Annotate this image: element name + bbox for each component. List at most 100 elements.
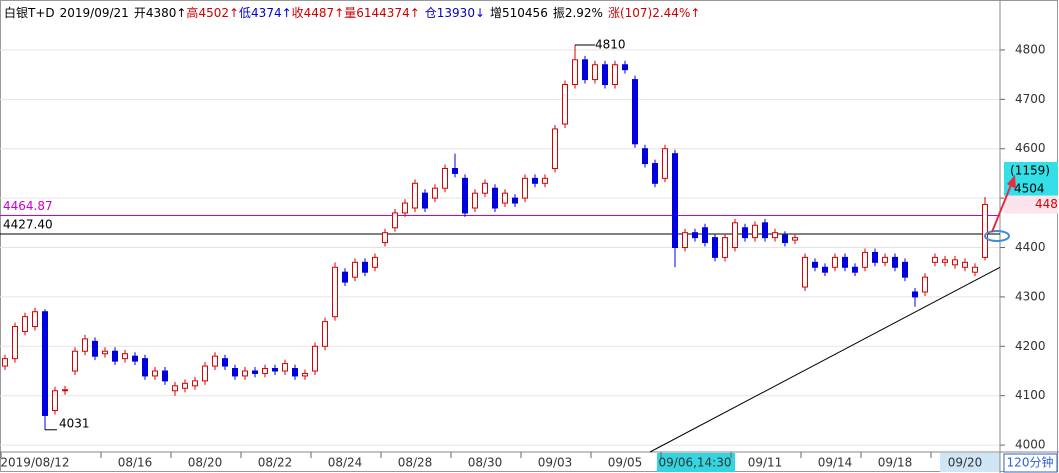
period-label: 120分钟 — [1007, 455, 1054, 470]
x-tick-label: 09/11 — [748, 456, 783, 470]
header-item: 4487↑ — [304, 6, 345, 20]
candle-body — [352, 261, 358, 278]
candle-body — [492, 187, 498, 209]
x-tick-label: 09/03 — [538, 456, 573, 470]
y-tick-label: 4400 — [1015, 240, 1046, 254]
candle-body — [802, 256, 808, 288]
candle-body — [822, 266, 828, 273]
x-tick-label: 09/18 — [878, 456, 913, 470]
header-item: 4374↑ — [251, 6, 292, 20]
candle-body — [232, 368, 238, 377]
candle-body — [252, 370, 258, 374]
cursor-label: (1159) — [1010, 164, 1050, 178]
candle-body — [462, 177, 468, 214]
cursor-date-box — [657, 453, 735, 472]
header-item: 白银T+D — [4, 5, 55, 20]
candle-body — [642, 148, 648, 165]
candle-body — [172, 385, 178, 392]
candle-body — [512, 197, 518, 204]
highlight-ellipse — [984, 230, 1010, 242]
candle-body — [762, 222, 768, 239]
cursor-price: 4504 — [1014, 182, 1045, 196]
candle-body — [812, 261, 818, 268]
candle-body — [52, 390, 58, 412]
candle-body — [432, 187, 438, 199]
candle-body — [632, 79, 638, 145]
max-label: 4810 — [595, 37, 626, 51]
candle-body — [832, 256, 838, 268]
header-item: 振2.92% — [553, 6, 603, 20]
candle-body — [242, 370, 248, 377]
candle-body — [282, 363, 288, 372]
candle-body — [702, 227, 708, 244]
candle-body — [192, 380, 198, 387]
header-item: 13930↓ — [437, 6, 485, 20]
candle-body — [452, 167, 458, 174]
axis-highlight — [940, 453, 1000, 472]
candle-body — [582, 59, 588, 81]
candle-body — [112, 350, 118, 362]
candle-body — [342, 271, 348, 283]
header-item: 低 — [239, 6, 251, 20]
candle-body — [572, 59, 578, 86]
candle-body — [442, 167, 448, 189]
y-tick-label: 4600 — [1015, 141, 1046, 155]
header-item: 收 — [292, 6, 304, 20]
header-item: 6144374↑ — [356, 6, 420, 20]
candle-body — [682, 232, 688, 249]
y-tick-label: 4800 — [1015, 42, 1046, 56]
candle-body — [362, 261, 368, 273]
reference-label: 4464.87 — [3, 199, 53, 213]
candle-body — [942, 259, 948, 263]
candle-body — [972, 266, 978, 273]
x-tick-label: 08/20 — [188, 456, 223, 470]
trend-line — [649, 266, 1001, 453]
x-tick-label: 08/16 — [118, 456, 153, 470]
header-item: 4380↑ — [146, 6, 187, 20]
candle-body — [712, 237, 718, 258]
min-label: 4031 — [59, 416, 90, 430]
candle-body — [392, 212, 398, 229]
y-tick-label: 4300 — [1015, 289, 1046, 303]
last-price: 4487 — [1035, 197, 1059, 211]
candle-body — [882, 256, 888, 263]
header-item: 高 — [186, 5, 198, 20]
candle-body — [472, 192, 478, 209]
candle-body — [962, 261, 968, 268]
candle-body — [32, 311, 38, 328]
candle-body — [932, 256, 938, 263]
candle-body — [862, 251, 868, 268]
candle-body — [42, 311, 48, 416]
candle-body — [2, 358, 8, 367]
candle-body — [672, 153, 678, 249]
candle-body — [202, 365, 208, 382]
candle-body — [532, 177, 538, 184]
candle-body — [62, 389, 68, 392]
candle-body — [622, 64, 628, 71]
candle-body — [552, 128, 558, 169]
candle-body — [422, 192, 428, 209]
x-tick-label: 08/22 — [258, 456, 293, 470]
candle-body — [842, 256, 848, 268]
candle-body — [402, 202, 408, 214]
x-tick-label: 09/05 — [608, 456, 643, 470]
candle-body — [382, 232, 388, 244]
candle-body — [142, 358, 148, 377]
candle-body — [952, 259, 958, 266]
candle-body — [162, 370, 168, 382]
candle-body — [182, 382, 188, 389]
y-tick-label: 4100 — [1015, 388, 1046, 402]
candle-body — [222, 358, 228, 367]
candle-body — [522, 177, 528, 199]
candle-body — [792, 237, 798, 241]
candle-body — [752, 224, 758, 239]
candle-body — [872, 251, 878, 263]
candle-body — [592, 64, 598, 81]
header-item: 增510456 — [490, 6, 548, 20]
candle-body — [612, 64, 618, 86]
candle-body — [482, 182, 488, 194]
candle-body — [722, 237, 728, 258]
candle-body — [132, 355, 138, 362]
